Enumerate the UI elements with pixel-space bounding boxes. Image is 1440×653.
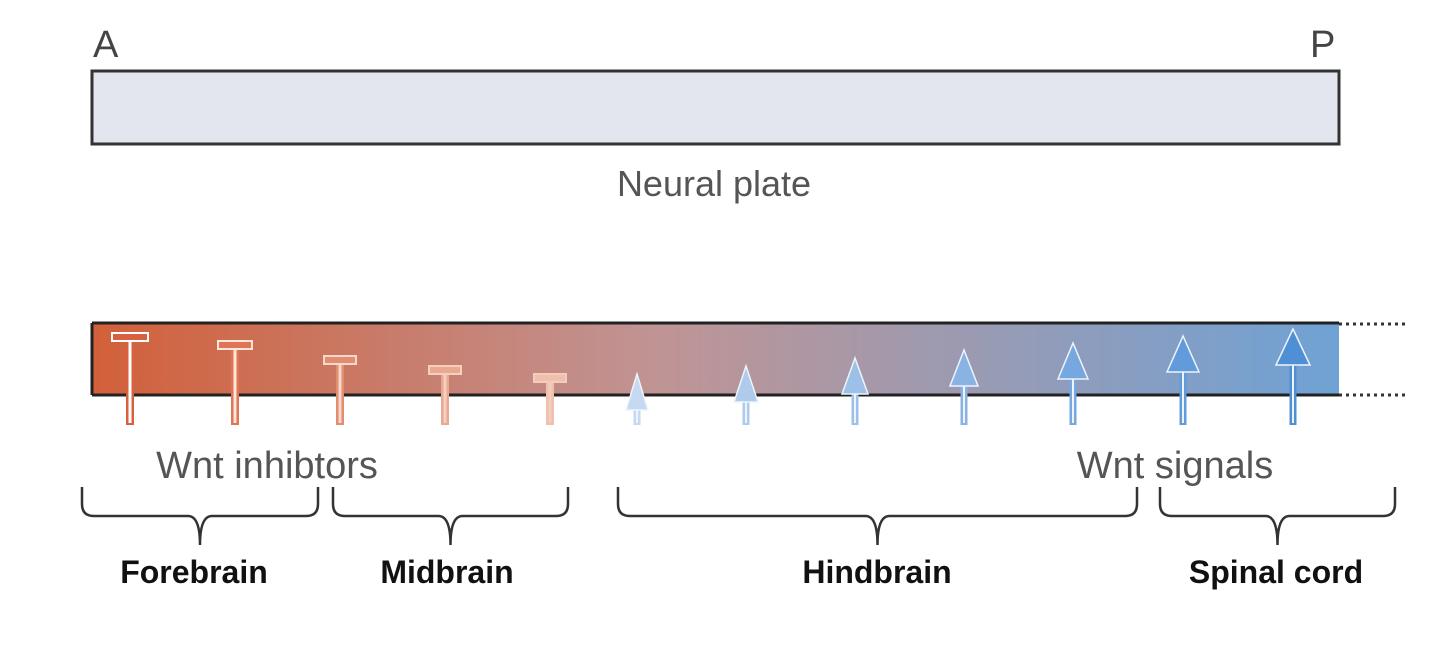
- wnt-inhibitor-mark: [217, 340, 253, 425]
- wnt-inhibitor-mark: [428, 365, 462, 425]
- wnt-signal-arrow: [1274, 327, 1312, 425]
- wnt-signal-arrow: [948, 347, 980, 425]
- inhibitor-marks: [111, 332, 567, 425]
- region-braces: [80, 487, 1397, 546]
- wnt-inhibitor-mark: [533, 373, 567, 425]
- wnt-signal-arrow: [1056, 341, 1090, 425]
- wnt-signal-arrow: [840, 355, 870, 425]
- wnt-signal-arrow: [732, 363, 760, 425]
- wnt-inhibitor-mark: [111, 332, 149, 425]
- region-label-midbrain: Midbrain: [380, 554, 513, 590]
- region-brace: [1158, 487, 1397, 546]
- region-label-forebrain: Forebrain: [120, 554, 268, 590]
- wnt-marks: [624, 327, 1312, 425]
- wnt-inhibitors-label: Wnt inhibtors: [156, 445, 378, 487]
- wnt-signal-arrow: [1165, 334, 1201, 425]
- region-label-spinal-cord: Spinal cord: [1189, 554, 1363, 590]
- wnt-signals-label: Wnt signals: [1077, 445, 1273, 487]
- region-brace: [331, 487, 570, 546]
- wnt-inhibitor-mark: [323, 355, 357, 425]
- region-brace: [80, 487, 320, 546]
- anterior-label: A: [93, 24, 119, 66]
- ap-gradient-bar: [92, 323, 1339, 395]
- posterior-label: P: [1310, 24, 1335, 66]
- region-label-hindbrain: Hindbrain: [802, 554, 951, 590]
- region-brace: [616, 487, 1139, 546]
- wnt-signal-arrow: [624, 371, 650, 425]
- neural-plate-label: Neural plate: [617, 163, 811, 204]
- neural-plate-bar: [90, 69, 1341, 146]
